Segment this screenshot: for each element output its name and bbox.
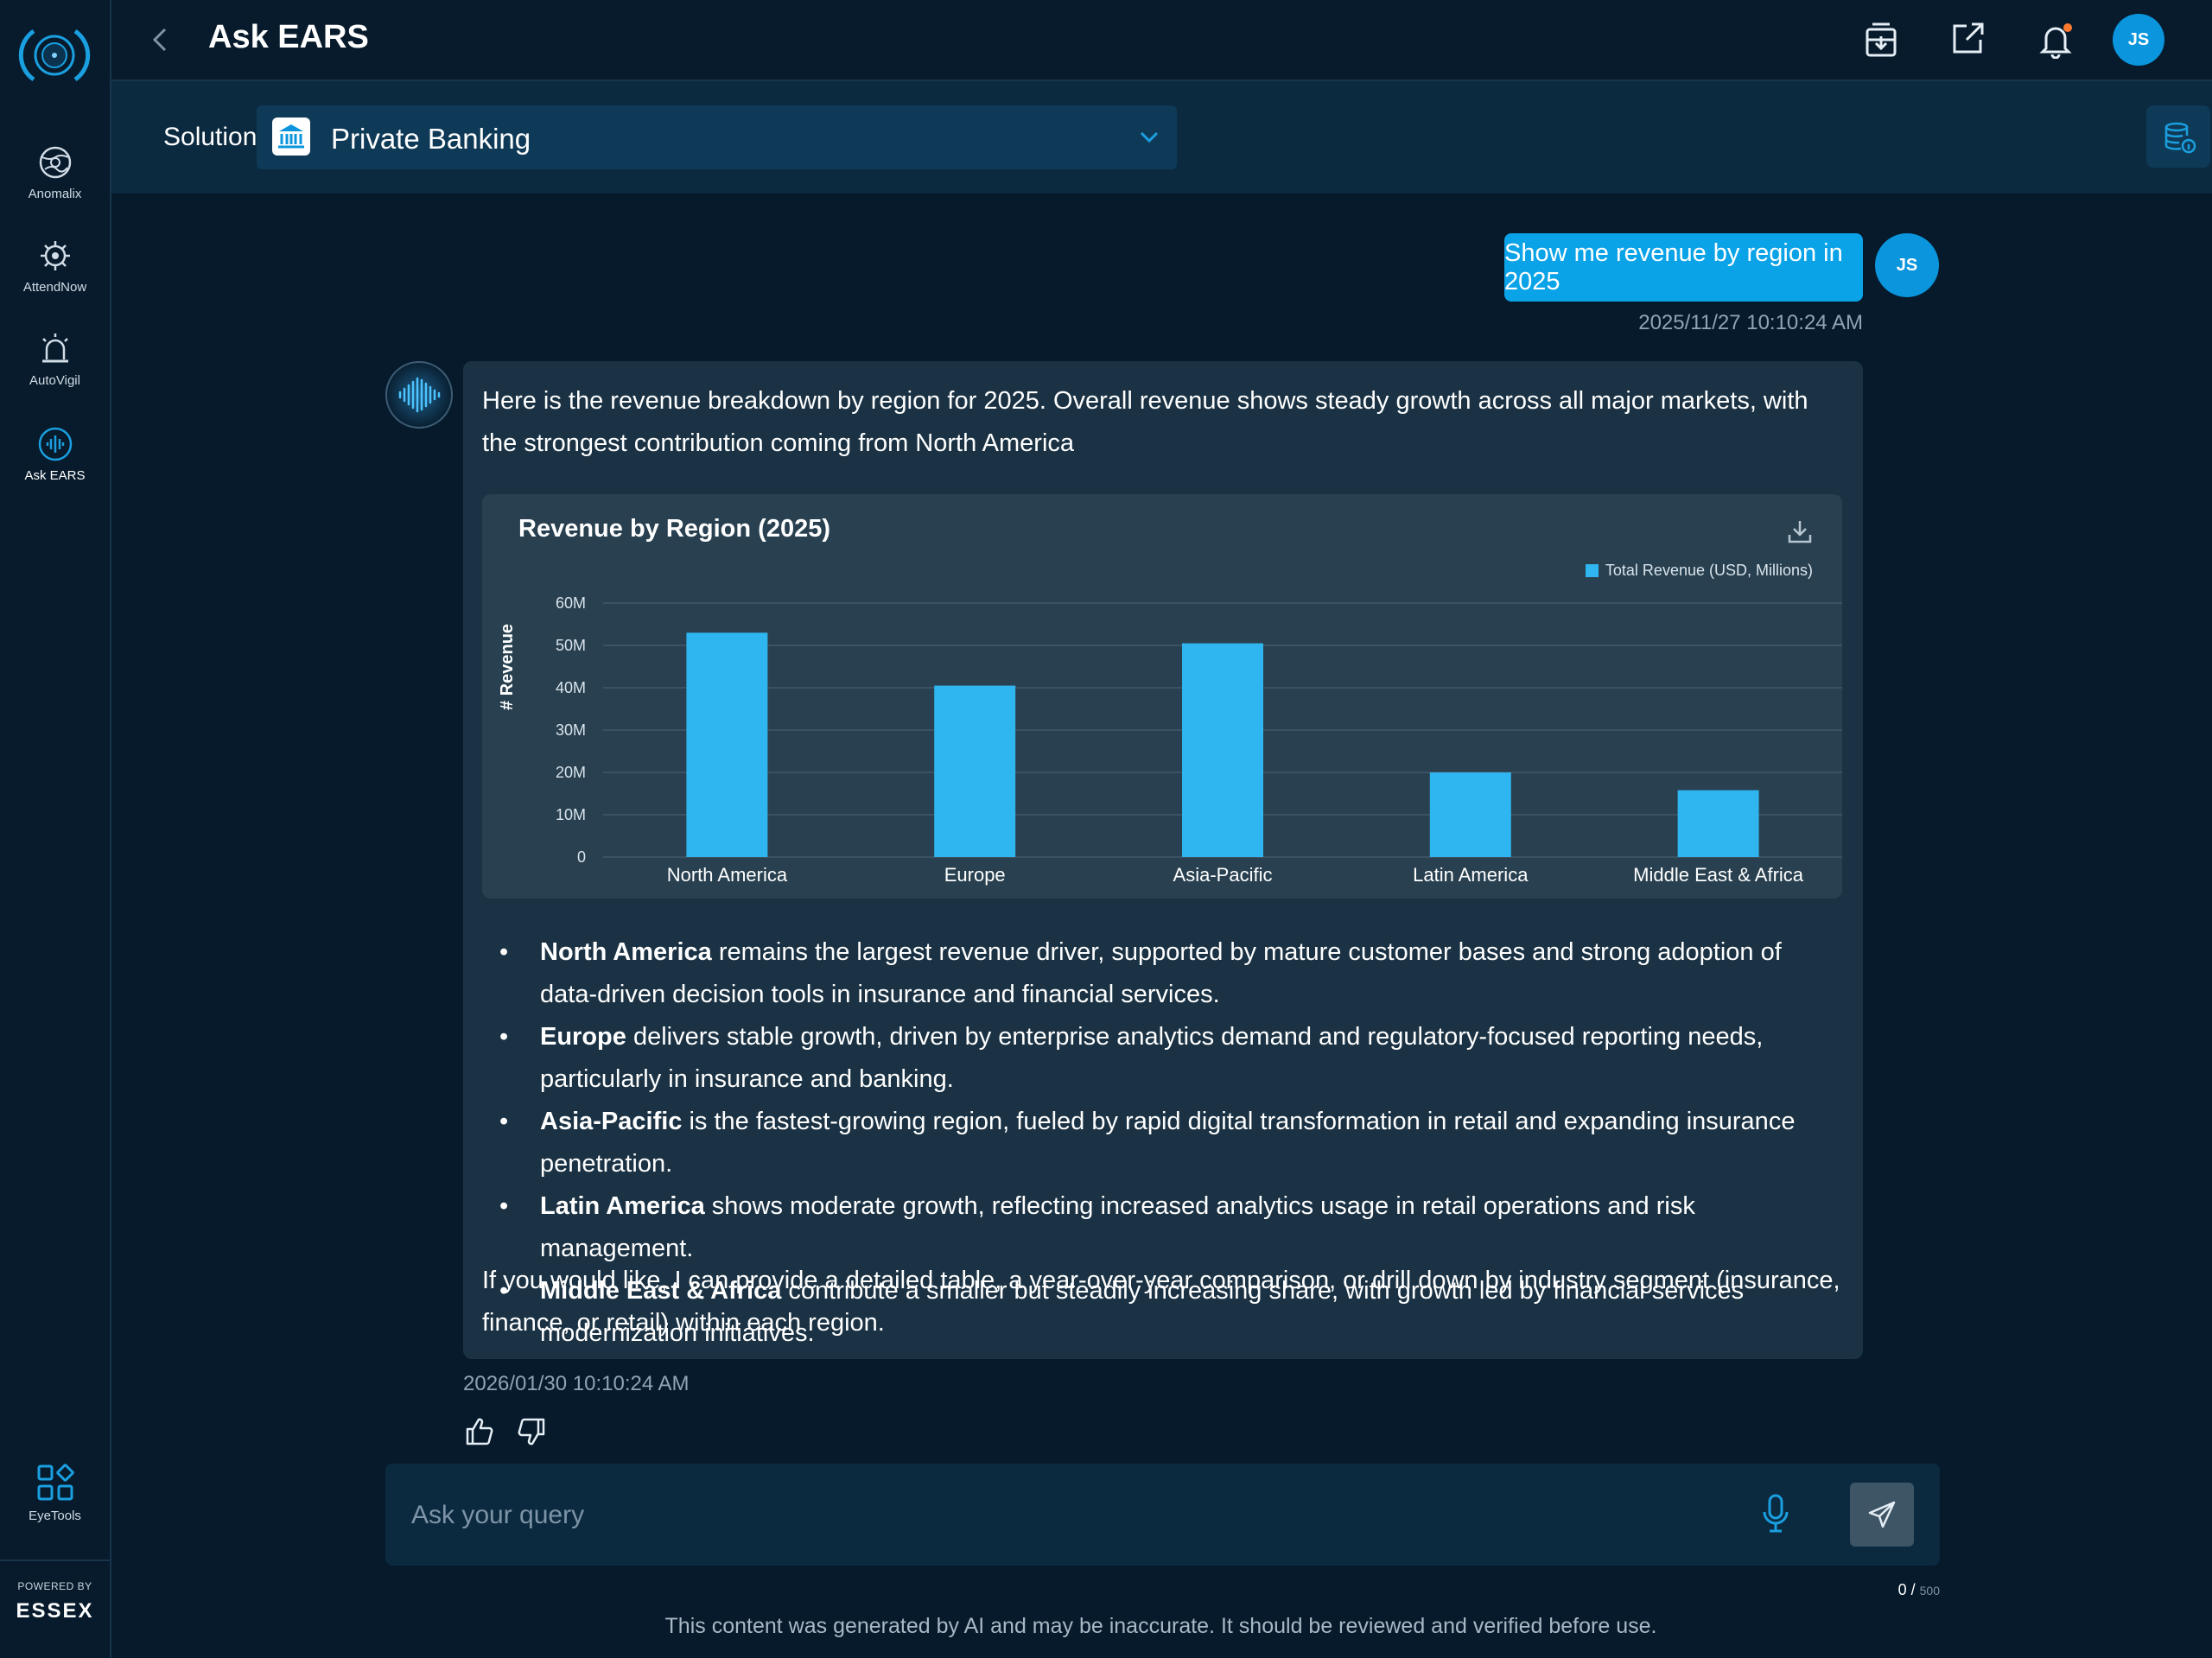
sidebar-item-label: AutoVigil <box>29 373 80 388</box>
sidebar: Anomalix AttendNow AutoVigil Ask EARS <box>0 0 111 1658</box>
sidebar-item-label: AttendNow <box>22 280 87 295</box>
character-max: 500 <box>1919 1584 1940 1598</box>
sidebar-item-ask-ears[interactable]: Ask EARS <box>0 427 110 483</box>
solution-label: Solution <box>163 123 257 151</box>
sidebar-item-autovigil[interactable]: AutoVigil <box>0 332 110 388</box>
sidebar-item-attendnow[interactable]: AttendNow <box>0 238 110 295</box>
chart-bar <box>1429 772 1511 857</box>
assistant-intro-text: Here is the revenue breakdown by region … <box>482 387 1808 457</box>
region-name: Asia-Pacific <box>540 1108 683 1135</box>
chart-y-axis-label: # Revenue <box>498 623 517 710</box>
user-message-avatar: JS <box>1875 233 1939 297</box>
chart-legend: Total Revenue (USD, Millions) <box>1585 562 1813 580</box>
list-item: Asia-Pacific is the fastest-growing regi… <box>482 1101 1830 1185</box>
x-tick-label: Latin America <box>1413 864 1529 886</box>
page-title: Ask EARS <box>208 19 369 55</box>
region-insight: is the fastest-growing region, fueled by… <box>540 1108 1796 1178</box>
revenue-chart: 0 10M 20M 30M 40M 50M 60M North America Europe As… <box>482 494 1842 899</box>
globe-icon <box>39 146 71 179</box>
x-tick-label: North America <box>667 864 788 886</box>
alarm-icon <box>41 334 68 363</box>
sound-wave-icon <box>38 427 72 461</box>
region-name: Latin America <box>540 1192 705 1220</box>
region-insights-list: North America remains the largest revenu… <box>482 931 1830 1355</box>
assistant-avatar <box>385 361 453 429</box>
powered-by-label: POWERED BY <box>17 1580 92 1592</box>
assistant-message-timestamp: 2026/01/30 10:10:24 AM <box>463 1372 690 1395</box>
thumbs-down-icon[interactable] <box>517 1417 546 1446</box>
y-tick-label: 0 <box>577 848 586 866</box>
region-insight: remains the largest revenue driver, supp… <box>540 938 1782 1008</box>
data-source-button[interactable] <box>2146 105 2210 168</box>
list-item: Latin America shows moderate growth, ref… <box>482 1185 1830 1270</box>
sidebar-item-label: EyeTools <box>29 1509 81 1523</box>
back-chevron-icon[interactable] <box>149 26 170 54</box>
powered-by: POWERED BY ESSEX <box>0 1560 110 1658</box>
bank-icon <box>272 118 310 156</box>
download-archive-icon[interactable] <box>1864 21 1898 59</box>
gear-eye-icon <box>40 241 70 270</box>
notification-bell-icon[interactable] <box>2037 21 2075 59</box>
region-insight: delivers stable growth, driven by enterp… <box>540 1023 1764 1093</box>
character-counter: 0 / 500 <box>1897 1581 1940 1598</box>
region-name: North America <box>540 938 712 966</box>
list-item: North America remains the largest revenu… <box>482 931 1830 1016</box>
assistant-followup-text: If you would like, I can provide a detai… <box>482 1267 1840 1337</box>
y-tick-label: 60M <box>556 594 586 612</box>
solution-dropdown[interactable]: Private Banking <box>257 105 1177 169</box>
region-insight: shows moderate growth, reflecting increa… <box>540 1192 1695 1262</box>
send-button[interactable] <box>1850 1483 1914 1547</box>
chevron-down-icon <box>1140 131 1159 143</box>
solution-selected-value: Private Banking <box>331 123 531 155</box>
thumbs-up-icon[interactable] <box>465 1417 494 1446</box>
ai-disclaimer: This content was generated by AI and may… <box>664 1614 1657 1638</box>
legend-swatch <box>1585 564 1599 577</box>
character-count: 0 <box>1897 1581 1907 1598</box>
y-tick-label: 20M <box>556 764 586 781</box>
region-insight: contribute a smaller but steadily increa… <box>540 1277 1745 1347</box>
query-input-box <box>385 1464 1940 1566</box>
user-message-bubble: Show me revenue by region in 2025 <box>1504 233 1863 302</box>
x-tick-label: Asia-Pacific <box>1173 864 1273 886</box>
sidebar-item-anomalix[interactable]: Anomalix <box>0 145 110 201</box>
user-message-timestamp: 2025/11/27 10:10:24 AM <box>1638 311 1863 334</box>
sidebar-item-label: Anomalix <box>28 187 82 201</box>
chart-bar <box>934 685 1016 857</box>
query-input[interactable] <box>410 1495 1709 1536</box>
assistant-message-card: Here is the revenue breakdown by region … <box>463 361 1863 1359</box>
apps-grid-icon <box>37 1464 74 1501</box>
sidebar-item-eyetools[interactable]: EyeTools <box>0 1464 110 1523</box>
chart-title: Revenue by Region (2025) <box>518 515 830 543</box>
list-item: Europe delivers stable growth, driven by… <box>482 1016 1830 1101</box>
top-header: Ask EARS JS <box>111 0 2212 81</box>
list-item: Middle East & Africa contribute a smalle… <box>482 1270 1830 1355</box>
app-logo-icon[interactable] <box>16 24 92 86</box>
x-tick-label: Middle East & Africa <box>1633 864 1804 886</box>
sound-wave-icon <box>388 364 450 426</box>
microphone-icon[interactable] <box>1761 1493 1790 1534</box>
solution-bar: Solution Private Banking <box>111 81 2212 194</box>
chart-canvas: 0 10M 20M 30M 40M 50M 60M North America Europe As… <box>556 594 1842 886</box>
y-tick-label: 10M <box>556 806 586 823</box>
y-tick-label: 30M <box>556 721 586 739</box>
y-tick-label: 40M <box>556 679 586 696</box>
user-avatar[interactable]: JS <box>2113 14 2164 66</box>
database-info-icon <box>2164 122 2196 154</box>
chart-bar <box>1677 790 1759 857</box>
y-tick-label: 50M <box>556 637 586 654</box>
region-name: Middle East & Africa <box>540 1277 782 1305</box>
x-tick-label: Europe <box>944 864 1006 886</box>
sidebar-item-label: Ask EARS <box>24 468 86 483</box>
external-link-icon[interactable] <box>1951 21 1986 55</box>
chart-bar <box>1182 643 1263 857</box>
send-icon <box>1868 1501 1896 1528</box>
chart-bar <box>686 632 768 857</box>
legend-label: Total Revenue (USD, Millions) <box>1605 562 1813 579</box>
chart-download-icon[interactable] <box>1787 518 1813 544</box>
brand-logo: ESSEX <box>16 1599 94 1623</box>
region-name: Europe <box>540 1023 626 1051</box>
